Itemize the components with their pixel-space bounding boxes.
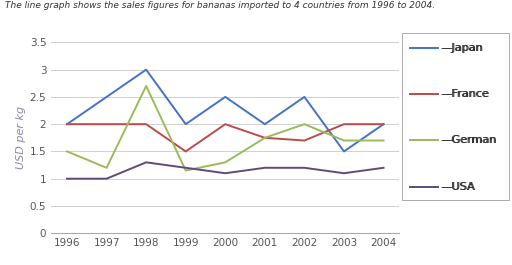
Text: —Japan: —Japan [442,43,484,53]
Line: USA: USA [67,162,383,179]
Line: German: German [67,86,383,170]
Text: —USA: —USA [440,182,475,192]
USA [262,166,268,169]
German [262,136,268,139]
Text: —France: —France [442,89,490,99]
German [302,123,308,126]
Japan [183,123,189,126]
Japan [64,123,70,126]
USA [103,177,110,180]
Japan [380,123,387,126]
USA [302,166,308,169]
France [143,123,149,126]
Text: —German: —German [440,135,496,145]
Line: France: France [67,124,383,151]
USA [64,177,70,180]
Y-axis label: USD per kg: USD per kg [15,106,26,169]
Text: The line graph shows the sales figures for bananas imported to 4 countries from : The line graph shows the sales figures f… [5,1,435,10]
Japan [262,123,268,126]
France [103,123,110,126]
German [103,166,110,169]
France [183,150,189,153]
Japan [103,95,110,99]
France [262,136,268,139]
Text: —Japan: —Japan [440,43,483,53]
Japan [341,150,347,153]
USA [222,172,228,175]
France [64,123,70,126]
Text: —German: —German [442,135,498,145]
Text: —USA: —USA [442,182,476,192]
France [341,123,347,126]
German [64,150,70,153]
Japan [222,95,228,99]
German [183,169,189,172]
Japan [143,68,149,71]
France [222,123,228,126]
Line: Japan: Japan [67,70,383,151]
USA [341,172,347,175]
USA [380,166,387,169]
France [302,139,308,142]
USA [183,166,189,169]
Text: —France: —France [440,89,488,99]
German [341,139,347,142]
USA [143,161,149,164]
France [380,123,387,126]
German [380,139,387,142]
German [222,161,228,164]
German [143,85,149,88]
Japan [302,95,308,99]
